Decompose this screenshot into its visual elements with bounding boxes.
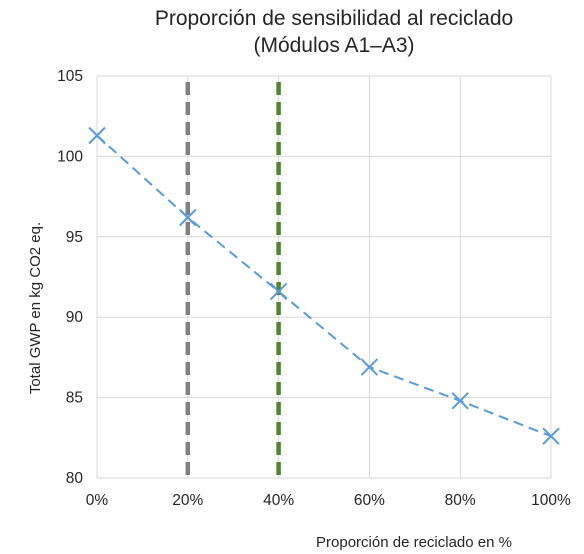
- x-tick-label: 60%: [354, 492, 385, 509]
- chart-title-line-1: Proporción de sensibilidad al reciclado: [155, 7, 513, 30]
- x-tick-labels: 0% 20% 40% 60% 80% 100%: [86, 492, 571, 509]
- data-point-marker: [451, 392, 469, 410]
- series: [88, 126, 560, 445]
- x-tick-label: 80%: [445, 492, 476, 509]
- y-tick-labels: 80 85 90 95 100 105: [57, 68, 83, 487]
- y-tick-label: 90: [66, 309, 84, 326]
- x-tick-label: 0%: [86, 492, 109, 509]
- reference-lines: [185, 82, 281, 478]
- y-tick-label: 95: [66, 229, 83, 246]
- x-tick-label: 20%: [172, 492, 203, 509]
- y-tick-label: 85: [66, 390, 83, 407]
- x-tick-label: 40%: [263, 492, 294, 509]
- x-tick-label: 100%: [531, 492, 571, 509]
- y-tick-label: 80: [66, 470, 84, 487]
- data-point-marker: [179, 208, 197, 227]
- y-axis-title: Total GWP en kg CO2 eq.: [27, 222, 44, 394]
- data-point-marker: [542, 427, 560, 445]
- data-point-marker: [269, 282, 288, 301]
- x-axis-title: Proporción de reciclado en %: [316, 534, 512, 551]
- chart-title-line-2: (Módulos A1–A3): [253, 34, 414, 57]
- series-line: [96, 134, 552, 438]
- y-tick-label: 105: [57, 68, 83, 85]
- y-tick-label: 100: [57, 148, 83, 165]
- gridlines: [96, 75, 552, 479]
- data-point-marker: [88, 126, 106, 145]
- data-point-marker: [360, 358, 379, 376]
